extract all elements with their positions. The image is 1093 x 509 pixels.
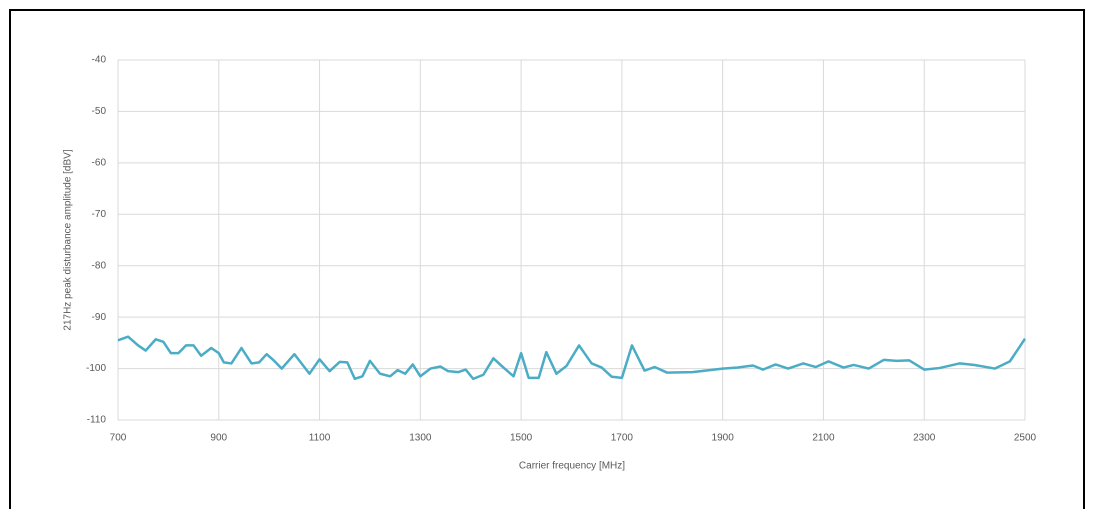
x-tick-label: 1500 <box>510 433 533 444</box>
x-tick-label: 1900 <box>712 433 735 444</box>
y-tick-label: -50 <box>92 106 107 117</box>
y-tick-label: -60 <box>92 157 107 168</box>
x-axis-label: Carrier frequency [MHz] <box>519 461 625 472</box>
y-axis-label: 217Hz peak disturbance amplitude [dBV] <box>63 149 74 330</box>
x-tick-label: 1300 <box>409 433 432 444</box>
chart-frame <box>9 9 1085 509</box>
x-tick-label: 2100 <box>812 433 835 444</box>
x-tick-label: 700 <box>110 433 127 444</box>
x-tick-label: 1700 <box>611 433 634 444</box>
data-line <box>117 335 1027 381</box>
y-tick-label: -70 <box>92 209 107 220</box>
y-tick-label: -90 <box>92 312 107 323</box>
x-tick-label: 2300 <box>913 433 936 444</box>
y-tick-label: -100 <box>86 363 106 374</box>
x-tick-label: 2500 <box>1014 433 1037 444</box>
y-tick-label: -80 <box>92 260 107 271</box>
y-tick-label: -110 <box>87 415 107 426</box>
y-tick-label: -40 <box>92 55 107 66</box>
x-tick-label: 1100 <box>309 433 331 444</box>
x-tick-label: 900 <box>210 433 227 444</box>
